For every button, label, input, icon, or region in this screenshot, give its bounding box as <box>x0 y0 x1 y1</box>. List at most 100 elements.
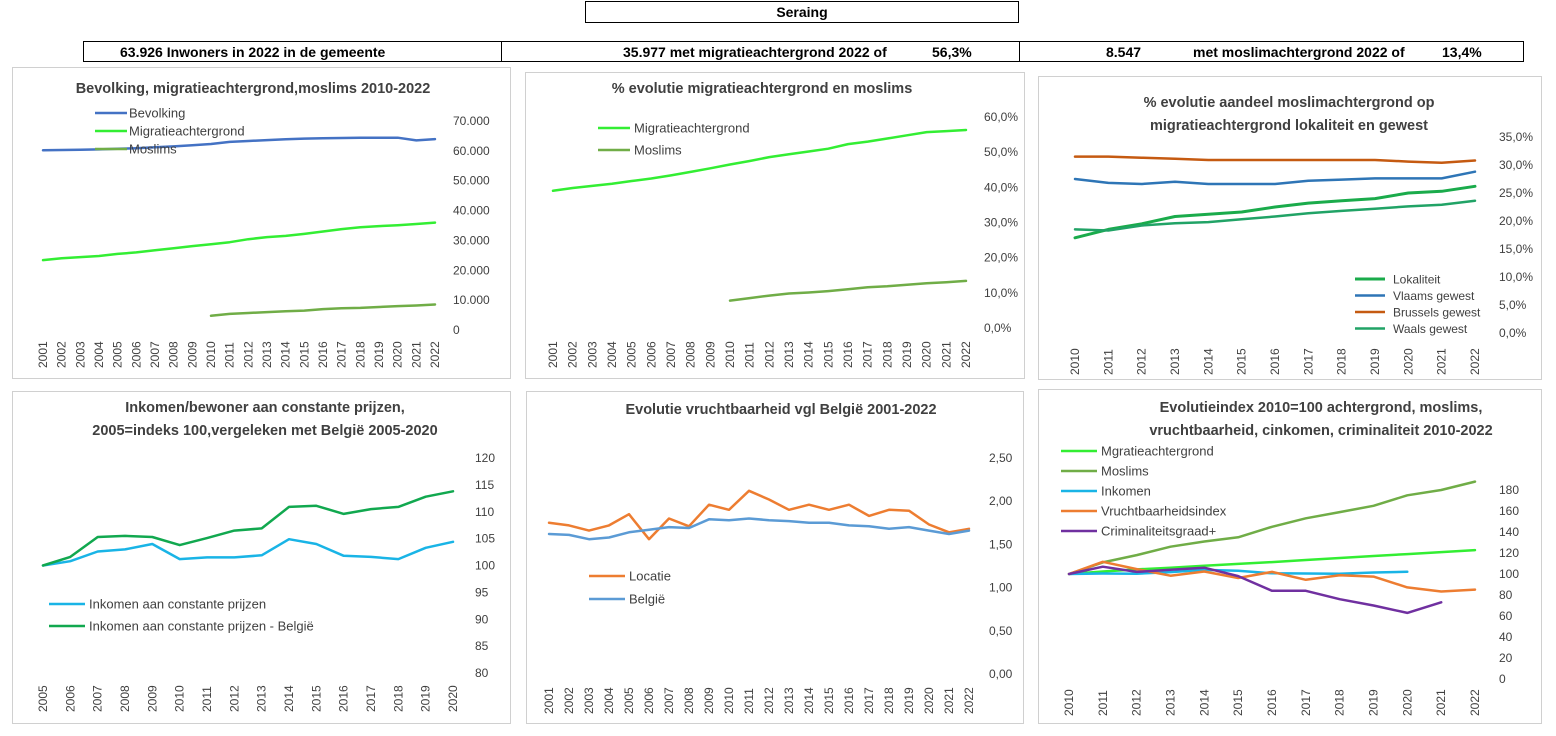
y-tick-label: 100 <box>1499 567 1519 581</box>
x-tick-label: 2016 <box>842 687 856 714</box>
chart-title: vruchtbaarheid, cinkomen, criminaliteit … <box>1149 423 1492 439</box>
y-tick-label: 50.000 <box>453 174 490 188</box>
legend-label-migratieachtergrond: Migratieachtergrond <box>129 124 245 139</box>
series-line-locatie <box>547 489 971 541</box>
x-tick-label: 2005 <box>622 687 636 714</box>
page-title: Seraing <box>776 4 828 20</box>
x-tick-label: 2001 <box>36 341 50 368</box>
x-tick-label: 2017 <box>364 685 378 712</box>
y-tick-label: 0,0% <box>984 321 1012 335</box>
x-tick-label: 2015 <box>309 685 323 712</box>
y-tick-label: 35,0% <box>1499 130 1533 144</box>
y-tick-label: 10,0% <box>984 286 1018 300</box>
x-tick-label: 2020 <box>1400 689 1414 716</box>
x-tick-label: 2002 <box>562 687 576 714</box>
x-tick-label: 2002 <box>55 341 69 368</box>
y-tick-label: 2,50 <box>989 451 1013 465</box>
chart-aandeel-gewest: % evolutie aandeel moslimachtergrond op m… <box>1068 95 1533 375</box>
y-tick-label: 50,0% <box>984 145 1018 159</box>
y-tick-label: 1,00 <box>989 581 1013 595</box>
x-tick-label: 2014 <box>1197 689 1211 716</box>
x-tick-label: 2016 <box>1268 348 1282 375</box>
x-tick-label: 2021 <box>1435 348 1449 375</box>
x-tick-label: 2004 <box>605 341 619 368</box>
y-tick-label: 0,50 <box>989 624 1013 638</box>
legend-label-vlaams-gewest: Vlaams gewest <box>1393 289 1475 303</box>
x-tick-label: 2019 <box>1368 348 1382 375</box>
x-tick-label: 2018 <box>880 341 894 368</box>
series-line-criminaliteitsgraad <box>1067 565 1443 615</box>
x-tick-label: 2017 <box>1299 689 1313 716</box>
x-tick-label: 2010 <box>173 685 187 712</box>
x-tick-label: 2011 <box>223 342 237 368</box>
legend-label-moslims: Moslims <box>634 143 682 158</box>
y-tick-label: 110 <box>475 505 494 519</box>
x-tick-label: 2013 <box>1168 348 1182 375</box>
x-tick-label: 2022 <box>428 341 442 368</box>
y-tick-label: 85 <box>475 639 489 653</box>
legend-label-lokaliteit: Lokaliteit <box>1393 273 1441 287</box>
legend-label-belgi: België <box>629 592 665 607</box>
x-tick-label: 2010 <box>1062 689 1076 716</box>
x-tick-label: 2006 <box>63 685 77 712</box>
x-tick-label: 2017 <box>335 341 349 368</box>
series-line-waals-gewest <box>1073 199 1477 232</box>
x-tick-label: 2017 <box>1301 348 1315 375</box>
x-tick-label: 2012 <box>227 685 241 712</box>
y-tick-label: 40 <box>1499 630 1513 644</box>
summary-moslim-count: 8.547 <box>1106 44 1142 60</box>
x-tick-label: 2001 <box>542 687 556 714</box>
x-tick-label: 2014 <box>802 687 816 714</box>
chart-evolutieindex: Evolutieindex 2010=100 achtergrond, mosl… <box>1061 400 1519 716</box>
y-tick-label: 0,00 <box>989 667 1013 681</box>
legend-label-vruchtbaarheidsindex: Vruchtbaarheidsindex <box>1101 504 1227 519</box>
x-tick-label: 2013 <box>782 341 796 368</box>
chart-panel-inkomen: Inkomen/bewoner aan constante prijzen, 20… <box>12 391 511 724</box>
y-tick-label: 120 <box>475 451 495 465</box>
legend-label-mgratieachtergrond: Mgratieachtergrond <box>1101 444 1214 459</box>
y-tick-label: 180 <box>1499 483 1519 497</box>
x-tick-label: 2022 <box>959 341 973 368</box>
series-line-migratieachtergrond <box>551 128 968 193</box>
x-tick-label: 2017 <box>861 341 875 368</box>
y-tick-label: 0,0% <box>1499 326 1527 340</box>
x-tick-label: 2001 <box>546 341 560 368</box>
series-line-belgi <box>547 517 971 541</box>
series-line-inkomen-aan-constante-prijzen <box>41 537 455 567</box>
y-tick-label: 10.000 <box>453 293 490 307</box>
x-tick-label: 2013 <box>1164 689 1178 716</box>
chart-inkomen: Inkomen/bewoner aan constante prijzen, 20… <box>36 400 495 712</box>
x-tick-label: 2022 <box>1468 348 1482 375</box>
legend-label-bevolking: Bevolking <box>129 106 185 121</box>
legend-label-waals-gewest: Waals gewest <box>1393 322 1468 336</box>
x-tick-label: 2007 <box>664 341 678 368</box>
x-tick-label: 2022 <box>962 687 976 714</box>
x-tick-label: 2017 <box>862 687 876 714</box>
x-tick-label: 2007 <box>662 687 676 714</box>
x-tick-label: 2014 <box>802 341 816 368</box>
series-line-moslims <box>728 279 968 302</box>
x-tick-label: 2016 <box>1265 689 1279 716</box>
x-tick-label: 2015 <box>1235 348 1249 375</box>
legend-label-criminaliteitsgraad: Criminaliteitsgraad+ <box>1101 524 1216 539</box>
x-tick-label: 2010 <box>204 341 218 368</box>
y-tick-label: 2,00 <box>989 494 1013 508</box>
header-title-box: Seraing <box>585 1 1019 23</box>
x-tick-label: 2014 <box>282 685 296 712</box>
x-tick-label: 2019 <box>372 341 386 368</box>
x-tick-label: 2020 <box>922 687 936 714</box>
series-line-vlaams-gewest <box>1073 170 1477 186</box>
x-tick-label: 2009 <box>703 341 717 368</box>
summary-cell-migratie: 35.977 met migratieachtergrond 2022 of 5… <box>501 41 1020 62</box>
x-tick-label: 2020 <box>920 341 934 368</box>
y-tick-label: 115 <box>475 478 494 492</box>
y-tick-label: 25,0% <box>1499 186 1533 200</box>
x-tick-label: 2019 <box>902 687 916 714</box>
x-tick-label: 2018 <box>1335 348 1349 375</box>
x-tick-label: 2011 <box>200 686 214 712</box>
x-tick-label: 2008 <box>682 687 696 714</box>
summary-cell-moslim: 8.547 met moslimachtergrond 2022 of 13,4… <box>1019 41 1524 62</box>
x-tick-label: 2011 <box>1096 690 1110 716</box>
x-tick-label: 2012 <box>762 341 776 368</box>
chart-panel-bevolking: Bevolking, migratieachtergrond,moslims 2… <box>12 67 511 379</box>
